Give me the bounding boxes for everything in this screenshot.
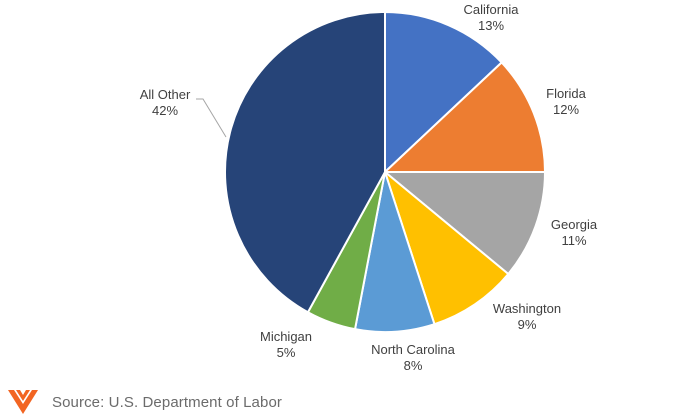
chevron-stripes-icon bbox=[8, 390, 38, 414]
slice-label-michigan: Michigan bbox=[260, 329, 312, 344]
slice-label-florida: Florida bbox=[546, 86, 587, 101]
slice-value-michigan: 5% bbox=[277, 345, 296, 360]
slice-value-north-carolina: 8% bbox=[404, 358, 423, 373]
slice-value-california: 13% bbox=[478, 18, 504, 33]
slice-value-georgia: 11% bbox=[561, 233, 586, 248]
pie-slice-washington bbox=[384, 171, 510, 326]
pie-slice-georgia bbox=[384, 171, 546, 275]
slice-label-georgia: Georgia bbox=[551, 217, 598, 232]
slice-value-washington: 9% bbox=[518, 317, 537, 332]
slice-value-all-other: 42% bbox=[152, 103, 178, 118]
slice-label-washington: Washington bbox=[493, 301, 561, 316]
pie-slices bbox=[224, 11, 546, 333]
slice-label-california: California bbox=[464, 2, 520, 17]
pie-slice-california bbox=[384, 11, 503, 173]
slice-label-north-carolina: North Carolina bbox=[371, 342, 456, 357]
pie-slice-all-other bbox=[224, 11, 386, 314]
slice-value-florida: 12% bbox=[553, 102, 579, 117]
pie-slice-florida bbox=[384, 61, 546, 173]
slice-label-all-other: All Other bbox=[140, 87, 191, 102]
footer: Source: U.S. Department of Labor bbox=[8, 390, 282, 414]
source-note: Source: U.S. Department of Labor bbox=[52, 393, 282, 411]
leader-line-all-other bbox=[196, 98, 227, 138]
